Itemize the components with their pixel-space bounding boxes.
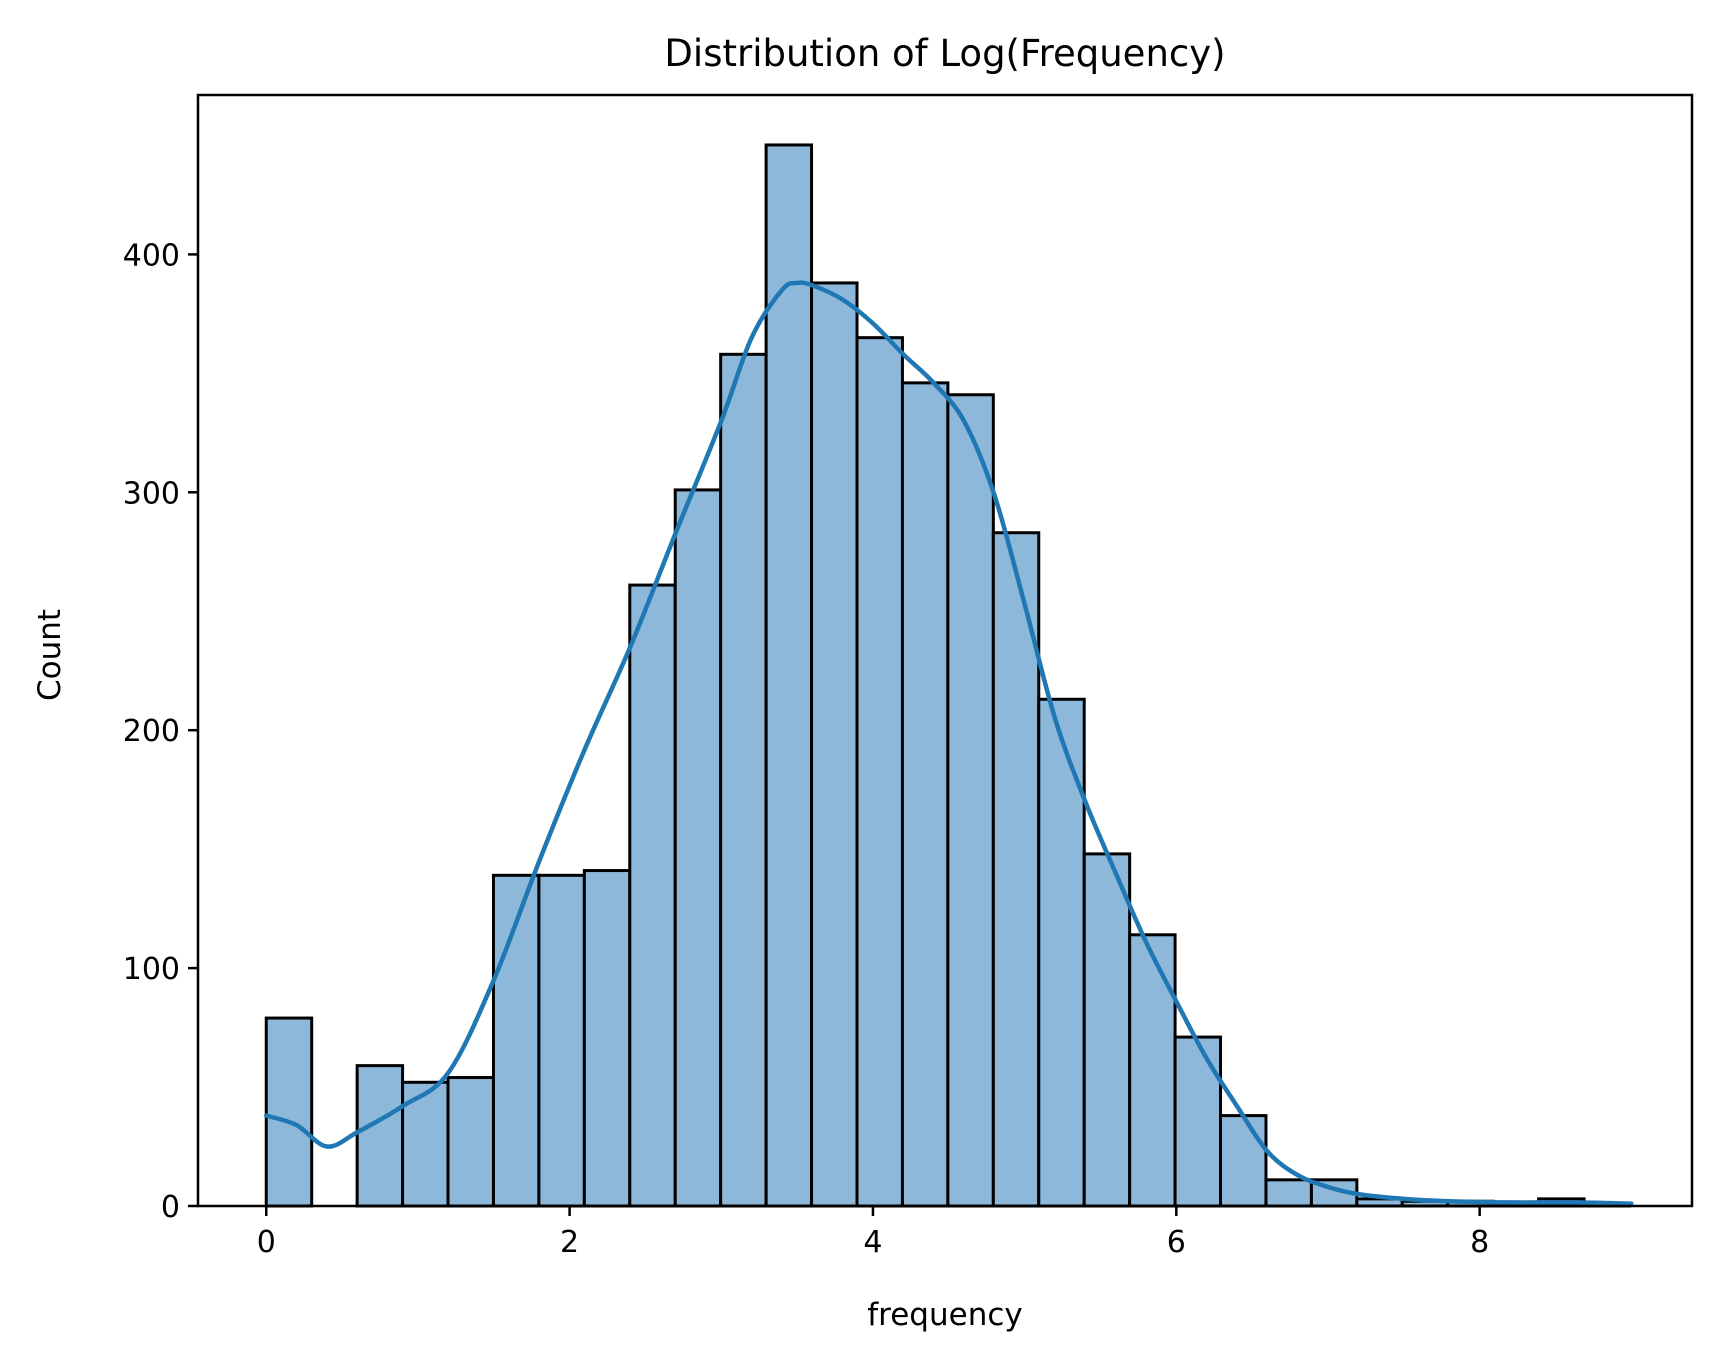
histogram-bar bbox=[1082, 852, 1132, 1208]
y-tick-label: 200 bbox=[123, 714, 180, 749]
bars-layer bbox=[264, 143, 1632, 1208]
x-tick-label: 2 bbox=[560, 1225, 579, 1260]
x-tick-label: 4 bbox=[863, 1225, 882, 1260]
histogram-bar bbox=[946, 393, 995, 1208]
histogram-bar bbox=[1264, 1178, 1313, 1208]
kde-curve bbox=[264, 280, 1634, 1206]
histogram-bar bbox=[537, 873, 586, 1208]
y-axis-label: Count bbox=[32, 609, 68, 701]
histogram-bar bbox=[628, 583, 677, 1208]
histogram-bar bbox=[855, 336, 904, 1208]
plot-frame bbox=[196, 93, 1694, 1208]
axes-layer: 0 2 4 6 8 0 100 200 300 400 bbox=[123, 93, 1694, 1260]
x-tick-label: 6 bbox=[1167, 1225, 1186, 1260]
histogram-bar bbox=[264, 1016, 314, 1208]
histogram-bar bbox=[1173, 1035, 1223, 1208]
y-tick-label: 300 bbox=[123, 476, 180, 511]
y-tick-label: 100 bbox=[123, 952, 180, 987]
x-axis-label: frequency bbox=[867, 1297, 1022, 1333]
kde-layer bbox=[264, 280, 1634, 1206]
histogram-bar bbox=[719, 352, 768, 1208]
histogram-bar bbox=[673, 488, 723, 1208]
histogram-bar bbox=[810, 281, 859, 1208]
chart-title: Distribution of Log(Frequency) bbox=[664, 32, 1225, 75]
histogram-bar bbox=[1219, 1114, 1268, 1208]
histogram-bar bbox=[582, 869, 632, 1208]
histogram-bar bbox=[446, 1076, 495, 1208]
y-tick-label: 400 bbox=[123, 238, 180, 273]
histogram-bar bbox=[355, 1064, 405, 1208]
x-tick-label: 8 bbox=[1470, 1225, 1489, 1260]
histogram-bar bbox=[900, 381, 950, 1208]
x-tick-label: 0 bbox=[257, 1225, 276, 1260]
histogram-bar bbox=[1128, 933, 1177, 1208]
y-tick-label: 0 bbox=[161, 1190, 180, 1225]
